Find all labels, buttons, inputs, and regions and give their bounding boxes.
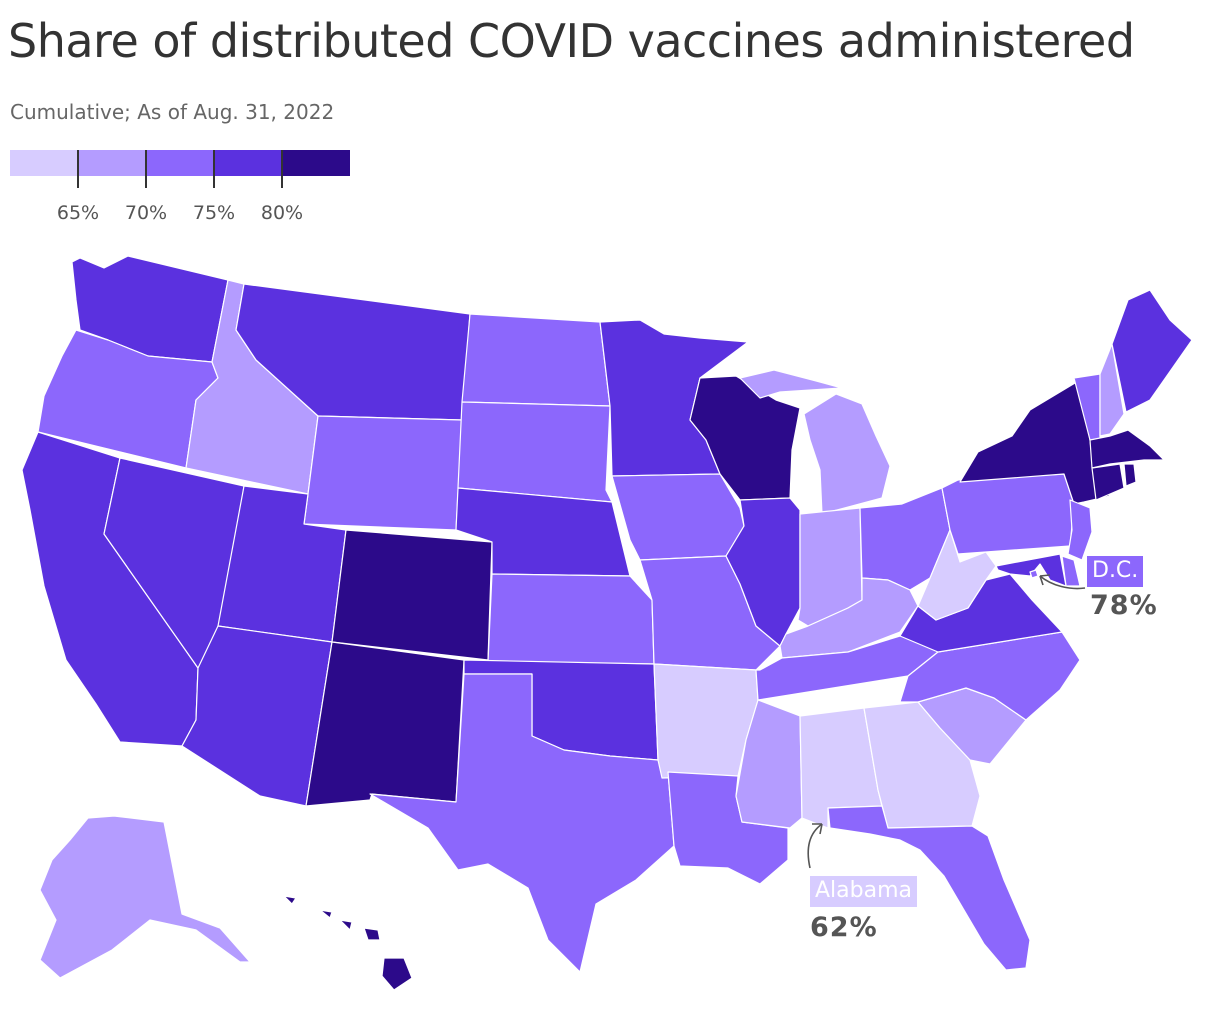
legend-swatch-5	[282, 150, 350, 176]
legend-label-65: 65%	[56, 202, 100, 224]
state-sd	[457, 401, 613, 503]
dc-callout-value: 78%	[1090, 590, 1158, 621]
state-nd	[461, 313, 611, 407]
legend-tick-2	[145, 150, 147, 188]
state-dc	[1029, 569, 1039, 579]
state-hi	[283, 895, 413, 991]
legend-tick-3	[213, 150, 215, 188]
state-ct	[1091, 463, 1125, 501]
state-me	[1111, 289, 1193, 413]
state-md	[995, 553, 1067, 587]
legend-label-70: 70%	[124, 202, 168, 224]
state-ia	[611, 473, 745, 561]
state-nh	[1099, 343, 1125, 437]
legend-swatch-1	[10, 150, 78, 176]
chart-title: Share of distributed COVID vaccines admi…	[8, 14, 1135, 68]
color-legend: 65% 70% 75% 80%	[10, 150, 350, 230]
state-ri	[1123, 463, 1137, 487]
legend-tick-1	[77, 150, 79, 188]
alabama-callout-arrow	[807, 823, 823, 869]
state-ks	[487, 573, 655, 665]
alabama-callout-arrowhead	[812, 823, 823, 835]
legend-tick-4	[281, 150, 283, 188]
legend-label-80: 80%	[260, 202, 304, 224]
state-ak	[39, 815, 251, 979]
legend-swatch-3	[146, 150, 214, 176]
legend-swatch-2	[78, 150, 146, 176]
state-pa	[941, 473, 1075, 555]
state-mi	[739, 369, 891, 515]
state-ms	[735, 699, 803, 829]
legend-bar	[10, 150, 350, 176]
state-co	[331, 529, 493, 661]
state-nm	[305, 641, 465, 807]
alabama-callout-value: 62%	[810, 912, 878, 943]
legend-label-75: 75%	[192, 202, 236, 224]
state-tx	[369, 673, 675, 973]
state-wy	[303, 415, 463, 531]
dc-callout-label: D.C.	[1087, 556, 1144, 587]
dc-callout-arrow	[1039, 575, 1086, 590]
chart-subtitle: Cumulative; As of Aug. 31, 2022	[10, 100, 335, 124]
state-fl	[827, 805, 1031, 971]
dc-callout-arrowhead	[1039, 574, 1051, 586]
legend-swatch-4	[214, 150, 282, 176]
alabama-callout-label: Alabama	[810, 876, 918, 907]
state-nj	[1067, 499, 1093, 561]
state-az	[181, 625, 333, 807]
